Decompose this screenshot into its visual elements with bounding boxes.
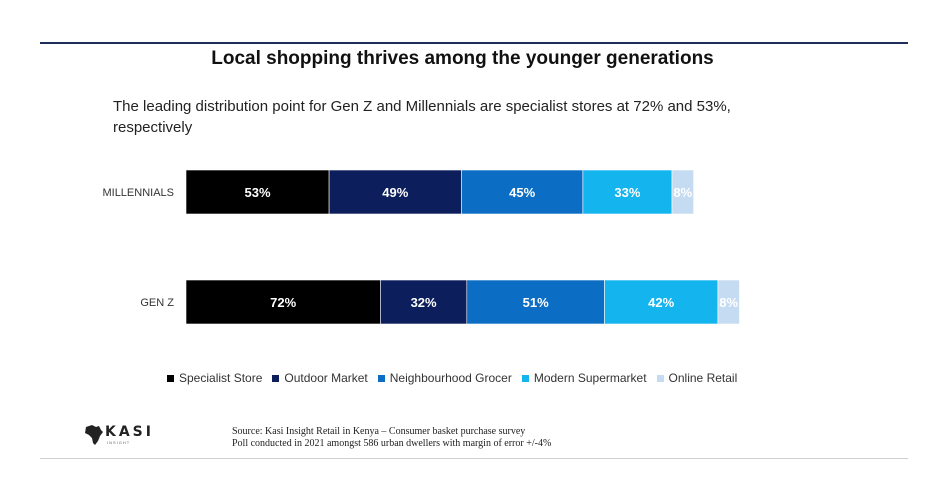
- kasi-logo: KASI INSIGHT: [83, 423, 175, 447]
- source-note: Source: Kasi Insight Retail in Kenya – C…: [232, 426, 832, 450]
- category-label: MILLENNIALS: [102, 187, 174, 199]
- data-label: 8%: [719, 295, 738, 310]
- bar-segment: [604, 279, 719, 325]
- chart-legend: Specialist Store Outdoor Market Neighbourh…: [167, 370, 747, 386]
- bar-segment: [717, 279, 740, 325]
- data-label: 49%: [382, 185, 408, 200]
- data-label: 33%: [614, 185, 640, 200]
- legend-label: Online Retail: [668, 371, 738, 385]
- bar-segment: [328, 169, 462, 215]
- data-label: 45%: [509, 185, 535, 200]
- data-label: 72%: [270, 295, 296, 310]
- legend-item: Modern Supermarket: [521, 371, 647, 385]
- bar-segment: [185, 169, 330, 215]
- stacked-bar-chart: MILLENNIALS 53% 49% 45% 33% 8% GEN Z 72% 32% 51% 4…: [102, 169, 740, 325]
- legend-swatch: [272, 374, 280, 382]
- source-line-1: Source: Kasi Insight Retail in Kenya – C…: [232, 426, 526, 437]
- chart-title: Local shopping thrives among the younger…: [211, 48, 714, 69]
- legend-item: Online Retail: [656, 371, 738, 385]
- legend-item: Neighbourhood Grocer: [377, 371, 512, 385]
- legend-label: Neighbourhood Grocer: [389, 371, 512, 385]
- bar-segment: [671, 169, 694, 215]
- data-label: 53%: [245, 185, 271, 200]
- legend-label: Modern Supermarket: [533, 371, 647, 385]
- logo-wordmark: KASI: [105, 424, 154, 440]
- data-label: 8%: [673, 185, 692, 200]
- legend-swatch: [656, 374, 664, 382]
- legend-swatch: [521, 374, 529, 382]
- legend-item: Specialist Store: [167, 371, 262, 385]
- data-label: 42%: [648, 295, 674, 310]
- bar-segment: [185, 279, 381, 325]
- data-label: 32%: [411, 295, 437, 310]
- legend-label: Specialist Store: [179, 371, 263, 385]
- legend-swatch: [167, 374, 174, 382]
- bottom-divider: [40, 458, 908, 459]
- data-label: 51%: [523, 295, 549, 310]
- legend-item: Outdoor Market: [272, 371, 368, 385]
- source-line-2: Poll conducted in 2021 amongst 586 urban…: [232, 438, 552, 449]
- category-label: GEN Z: [140, 297, 174, 309]
- top-divider: [40, 42, 908, 44]
- legend-label: Outdoor Market: [284, 371, 368, 385]
- legend-swatch: [377, 374, 385, 382]
- chart-subtitle: The leading distribution point for Gen Z…: [113, 98, 731, 136]
- africa-icon: [85, 425, 103, 445]
- logo-tagline: INSIGHT: [107, 440, 131, 445]
